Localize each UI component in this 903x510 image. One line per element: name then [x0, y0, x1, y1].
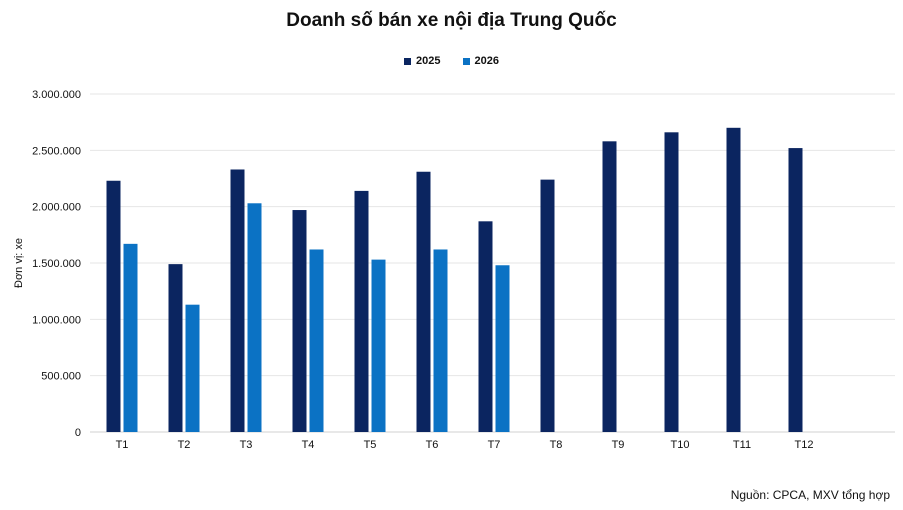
- legend-swatch-2026: [462, 57, 470, 65]
- legend-swatch-2025: [404, 57, 412, 65]
- bar-2025-T12: [788, 148, 803, 432]
- x-tick-label: T5: [364, 439, 377, 451]
- bar-2025-T9: [602, 141, 617, 432]
- y-tick-label: 1.500.000: [32, 258, 81, 270]
- bar-2025-T6: [416, 171, 431, 433]
- bar-2025-T2: [168, 264, 183, 432]
- bar-2026-T4: [309, 249, 324, 432]
- y-tick-label: 500.000: [41, 371, 81, 383]
- chart-title: Doanh số bán xe nội địa Trung Quốc: [286, 10, 617, 31]
- bar-2026-T6: [433, 249, 448, 432]
- y-tick-label: 0: [75, 427, 81, 439]
- x-tick-label: T12: [795, 439, 814, 451]
- bar-2026-T7: [495, 265, 510, 432]
- bar-2025-T4: [292, 210, 307, 432]
- x-tick-label: T4: [302, 439, 315, 451]
- x-tick-label: T11: [733, 439, 751, 451]
- x-tick-label: T1: [116, 439, 129, 451]
- x-tick-label: T7: [488, 439, 501, 451]
- x-tick-label: T3: [240, 439, 253, 451]
- bar-2026-T5: [371, 259, 386, 432]
- y-tick-label: 2.500.000: [32, 145, 81, 157]
- y-axis-label: Đơn vị: xe: [13, 238, 25, 288]
- legend-label-2025: 2025: [416, 55, 441, 67]
- bar-2025-T7: [478, 221, 493, 432]
- legend-item-2025: 2025: [404, 55, 441, 67]
- source-note: Nguồn: CPCA, MXV tổng hợp: [730, 488, 890, 502]
- y-tick-label: 2.000.000: [32, 202, 81, 214]
- x-tick-label: T6: [426, 439, 439, 451]
- y-tick-label: 1.000.000: [32, 314, 81, 326]
- bar-2025-T10: [664, 132, 679, 432]
- legend-label-2026: 2026: [474, 55, 499, 67]
- legend: 2025 2026: [0, 55, 903, 67]
- bar-2025-T3: [230, 169, 245, 432]
- bar-2026-T2: [185, 304, 200, 432]
- x-tick-label: T9: [612, 439, 625, 451]
- bar-2026-T3: [247, 203, 262, 432]
- x-tick-label: T8: [550, 439, 563, 451]
- x-tick-label: T10: [671, 439, 690, 451]
- bar-2025-T5: [354, 190, 369, 432]
- y-tick-label: 3.000.000: [32, 89, 81, 101]
- bar-2025-T11: [726, 127, 741, 433]
- bar-2025-T8: [540, 179, 555, 432]
- x-tick-label: T2: [178, 439, 191, 451]
- bar-2025-T1: [106, 180, 121, 432]
- bar-2026-T1: [123, 243, 138, 432]
- legend-item-2026: 2026: [462, 55, 499, 67]
